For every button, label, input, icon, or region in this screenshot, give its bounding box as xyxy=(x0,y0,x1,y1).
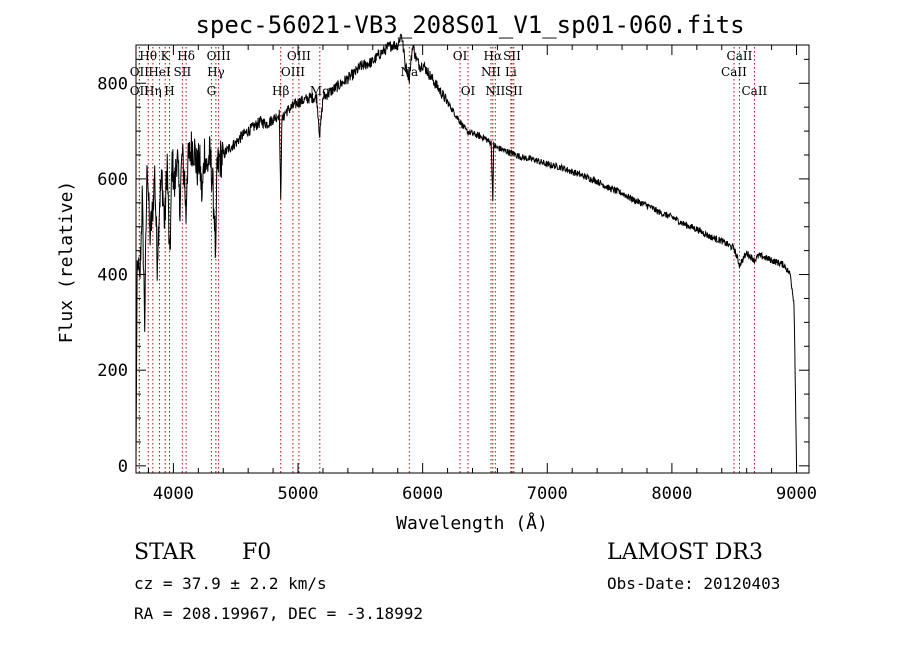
line-label-3: Hη xyxy=(144,84,162,98)
line-label-25: CaII xyxy=(721,65,747,79)
redshift-velocity: cz = 37.9 ± 2.2 km/s xyxy=(134,574,327,593)
line-label-22: SII xyxy=(503,49,521,63)
line-label-7: SII xyxy=(174,65,192,79)
plot-frame xyxy=(135,44,810,474)
line-label-6: H xyxy=(164,84,174,98)
line-label-18: OI xyxy=(461,84,476,98)
y-tick-label-2: 400 xyxy=(97,266,128,286)
line-label-11: G xyxy=(207,84,217,98)
line-label-15: Mg xyxy=(310,84,330,98)
line-label-24: SII xyxy=(505,84,523,98)
line-label-10: Hγ xyxy=(207,65,225,79)
line-label-16: Na xyxy=(400,65,418,79)
line-label-17: OI xyxy=(453,49,468,63)
x-tick-label-5: 9000 xyxy=(776,484,817,504)
x-tick-label-1: 5000 xyxy=(278,484,319,504)
spectrum-line xyxy=(135,33,797,466)
x-tick-label-2: 6000 xyxy=(402,484,443,504)
line-label-8: Hδ xyxy=(177,49,195,63)
survey-name: LAMOST DR3 xyxy=(607,540,763,565)
line-label-23: Li xyxy=(505,65,517,79)
x-tick-label-4: 8000 xyxy=(651,484,692,504)
line-label-5: K xyxy=(161,49,171,63)
line-label-9: OIII xyxy=(207,49,231,63)
chart-title: spec-56021-VB3_208S01_V1_sp01-060.fits xyxy=(195,11,744,39)
line-label-2: OII xyxy=(130,84,150,98)
line-label-14: OIII xyxy=(287,49,311,63)
line-label-0: Hθ xyxy=(139,49,157,63)
spectral-subclass: F0 xyxy=(242,540,271,565)
line-label-21: NII xyxy=(485,84,505,98)
line-label-4: HeI xyxy=(148,65,171,79)
line-label-19: Hα xyxy=(484,49,503,63)
y-tick-label-4: 800 xyxy=(97,74,128,94)
y-axis-label: Flux (relative) xyxy=(56,181,77,344)
line-label-12: Hβ xyxy=(272,84,289,98)
object-class: STAR xyxy=(134,540,196,565)
y-tick-label-1: 200 xyxy=(97,361,128,381)
line-label-1: OII xyxy=(130,65,150,79)
coordinates: RA = 208.19967, DEC = -3.18992 xyxy=(134,604,423,623)
line-label-26: CaII xyxy=(727,49,753,63)
x-tick-label-0: 4000 xyxy=(153,484,194,504)
line-label-13: OIII xyxy=(281,65,305,79)
y-tick-label-0: 0 xyxy=(118,457,128,477)
y-tick-label-3: 600 xyxy=(97,170,128,190)
x-axis-label: Wavelength (Å) xyxy=(396,512,548,534)
x-tick-label-3: 7000 xyxy=(527,484,568,504)
line-label-27: CaII xyxy=(741,84,767,98)
observation-date: Obs-Date: 20120403 xyxy=(607,574,780,593)
line-label-20: NII xyxy=(481,65,501,79)
